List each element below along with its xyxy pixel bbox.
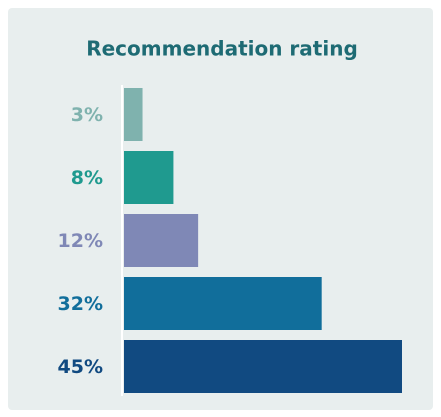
bar — [124, 340, 402, 393]
card — [8, 8, 433, 410]
bar — [124, 277, 322, 330]
chart-title: Recommendation rating — [86, 37, 358, 61]
value-label: 12% — [58, 230, 103, 252]
value-label: 3% — [71, 104, 103, 126]
value-label: 8% — [71, 167, 103, 189]
value-label: 45% — [58, 356, 103, 378]
value-label: 32% — [58, 293, 103, 315]
bar — [124, 88, 143, 141]
bar — [124, 214, 199, 267]
bar — [124, 151, 174, 204]
